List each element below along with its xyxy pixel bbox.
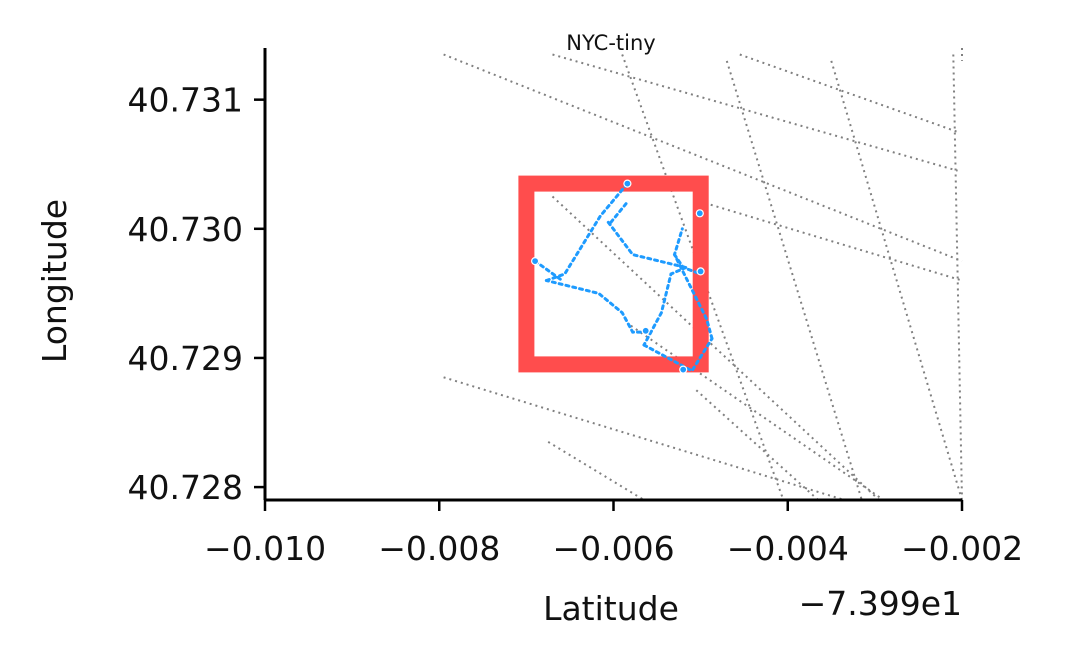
background-roads-layer — [443, 48, 963, 501]
road-line-10 — [621, 54, 785, 501]
path-point-5 — [641, 326, 650, 335]
x-axis-label: Latitude — [543, 589, 679, 628]
road-line-1 — [552, 53, 958, 172]
path-segment-0 — [606, 220, 688, 269]
path-segment-1 — [642, 266, 688, 347]
path-point-1 — [695, 209, 704, 218]
y-axis-label: Longitude — [35, 199, 74, 363]
road-line-4 — [704, 202, 963, 282]
chart-title: NYC-tiny — [566, 31, 655, 55]
road-line-5 — [443, 376, 845, 501]
road-line-8 — [551, 195, 880, 501]
x-tick-label: −0.010 — [204, 529, 326, 568]
road-line-2 — [739, 53, 958, 133]
road-line-6 — [630, 324, 885, 501]
x-tick-label: −0.002 — [901, 529, 1023, 568]
path-points-layer — [530, 179, 705, 374]
path-segment-3 — [672, 227, 714, 341]
path-point-0 — [623, 179, 632, 188]
path-segment-8 — [673, 253, 703, 276]
path-segment-5 — [544, 182, 629, 282]
path-point-2 — [530, 257, 540, 266]
path-point-3 — [696, 267, 705, 276]
path-layer — [533, 182, 714, 373]
x-tick-label: −0.008 — [378, 529, 500, 568]
road-line-13 — [952, 54, 963, 501]
y-tick-label: 40.731 — [128, 81, 243, 120]
x-tick-label: −0.006 — [552, 529, 674, 568]
y-tick-label: 40.728 — [128, 468, 243, 507]
path-segment-6 — [533, 259, 564, 282]
path-point-4 — [679, 365, 688, 374]
y-tick-label: 40.730 — [128, 210, 243, 249]
path-segment-4 — [544, 279, 642, 334]
road-line-9 — [547, 441, 645, 501]
axes-layer — [263, 48, 962, 502]
x-axis-offset-label: −7.399e1 — [799, 584, 962, 623]
ticks-layer: −0.010 −0.008 −0.006 −0.004 −0.002 40.728 40.7… — [128, 81, 1024, 568]
y-tick-label: 40.729 — [128, 339, 243, 378]
road-line-7 — [695, 389, 819, 501]
road-line-11 — [725, 60, 863, 501]
path-segment-2 — [642, 337, 714, 373]
x-tick-label: −0.004 — [727, 529, 849, 568]
path-segment-7 — [609, 201, 629, 224]
road-line-12 — [830, 60, 963, 501]
